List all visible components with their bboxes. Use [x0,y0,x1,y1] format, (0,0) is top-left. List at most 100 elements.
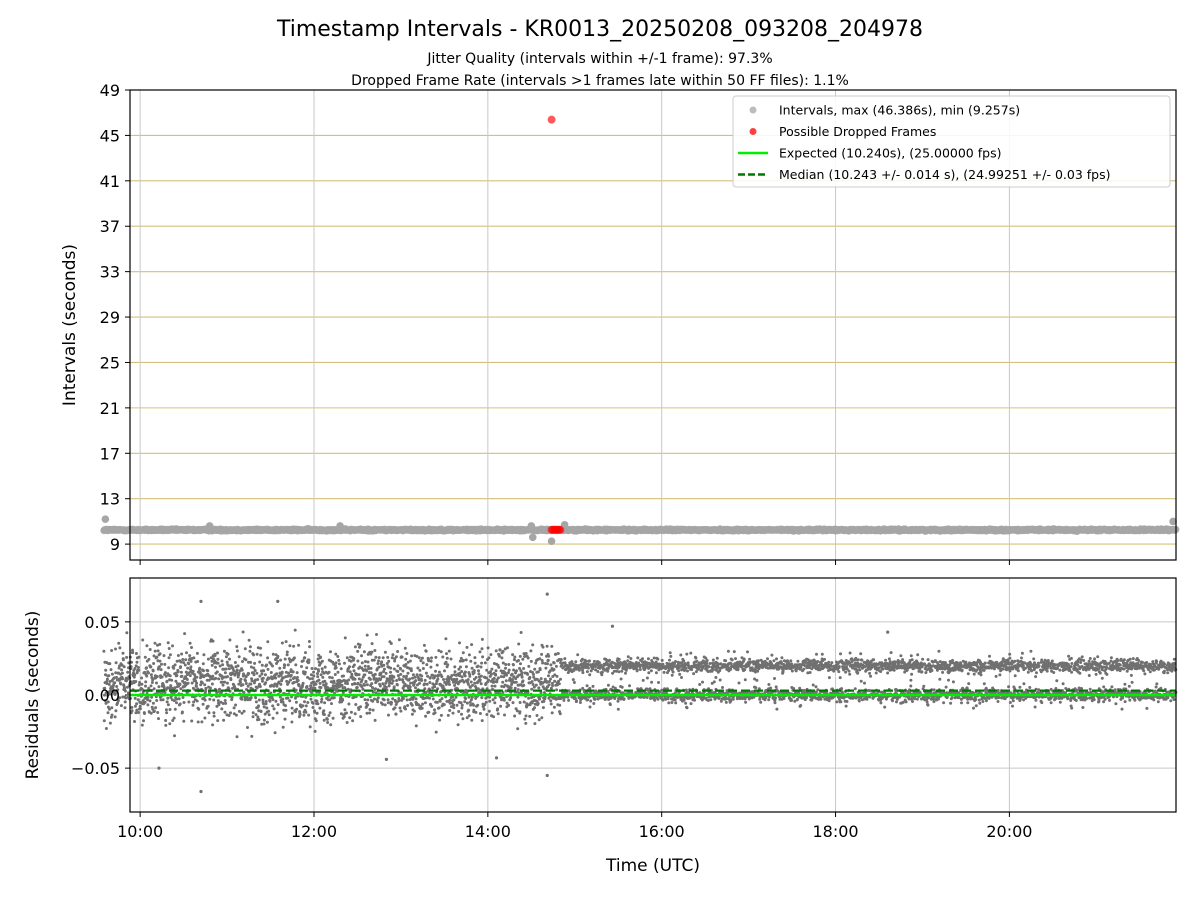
residual-point [461,717,465,721]
residual-point [188,641,192,645]
residual-point [252,673,256,677]
residual-point [453,665,457,669]
residual-point [297,684,301,688]
residual-point [420,679,423,682]
residual-point [545,644,549,648]
residual-point [337,662,341,666]
residual-point [540,659,544,662]
residual-point [500,656,504,660]
residual-point [294,688,298,692]
residual-point [163,662,167,666]
residual-point [266,667,270,671]
residual-point [240,697,244,701]
residual-point [149,684,153,688]
residual-point [202,669,205,673]
residual-point [126,691,130,695]
residual-point [545,680,549,684]
residual-point [342,715,346,719]
residual-point [158,652,162,656]
residual-point [260,663,264,667]
residual-point [364,679,368,683]
residual-point [125,655,129,659]
residual-point [451,711,455,715]
residual-point [347,702,351,706]
residual-point [418,681,421,685]
residual-point [464,665,468,669]
residual-point [313,686,317,690]
residual-point [220,659,224,663]
residual-point [629,657,633,660]
residual-point [216,661,220,665]
residual-point [477,669,480,673]
residual-point [292,644,296,648]
intervals-y-axis-label: Intervals (seconds) [60,244,80,406]
chart-subtitle-dropped: Dropped Frame Rate (intervals >1 frames … [351,73,849,89]
residual-point [105,677,109,681]
residual-point [348,716,352,720]
residual-point [348,665,351,669]
residual-point [468,674,472,678]
residual-point [201,702,205,706]
residual-point [185,678,189,681]
residual-point [235,668,239,672]
residual-point [549,663,553,667]
residual-point [166,641,170,645]
residual-point [268,699,272,703]
residual-point [307,713,311,717]
residual-point [203,698,207,702]
residual-point [592,659,596,663]
residual-point [182,719,186,723]
residual-point [411,673,415,677]
residual-point [616,699,620,703]
residual-point [511,663,515,667]
residual-point [537,686,541,690]
residual-point [185,651,188,655]
legend-marker-dot [749,128,757,135]
residual-point [511,653,515,657]
residual-point [334,666,338,670]
residual-point [434,669,437,673]
residual-point [241,683,245,687]
residual-point [360,654,363,658]
residual-point [445,652,448,656]
residual-point [108,662,112,666]
residual-point [262,722,266,726]
residual-point [189,665,193,669]
residual-point [469,659,473,663]
residual-point [272,707,276,711]
residual-point [151,701,155,705]
residual-point [457,710,461,713]
residual-point [355,686,359,689]
residual-point [514,680,518,684]
residual-point [386,655,390,659]
intervals-ytick-label: 17 [100,444,120,463]
residual-point [319,686,323,690]
residual-point [409,669,413,673]
residual-point [384,671,388,675]
residual-point [179,660,183,664]
residual-point [359,705,362,709]
residual-point [283,657,287,661]
residual-point [528,675,532,679]
residual-point [490,684,494,688]
residual-point [285,650,289,654]
residual-point [243,647,247,651]
residual-point [527,664,531,668]
residual-point [343,708,347,712]
residual-point [593,697,597,701]
legend-label: Median (10.243 +/- 0.014 s), (24.99251 +… [779,167,1110,182]
residual-point [382,667,386,671]
residual-point [195,699,199,703]
residual-point [436,677,440,681]
residual-point [488,699,492,703]
residual-point [577,668,581,672]
residual-point [117,641,121,645]
residual-point [460,670,464,673]
residual-point [409,681,413,685]
residual-point [292,680,296,684]
residual-point [521,679,525,683]
residual-point [337,658,341,662]
residual-point [600,670,604,674]
residual-point [235,645,239,649]
